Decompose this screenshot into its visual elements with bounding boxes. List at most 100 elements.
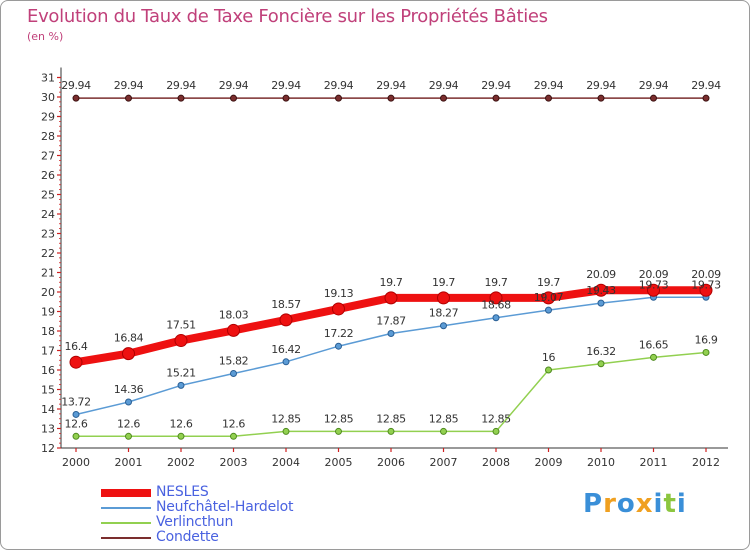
data-point-condette [177, 94, 185, 102]
data-point-nesles [174, 334, 188, 348]
data-label-nesles: 20.09 [691, 268, 721, 281]
data-label-nesles: 20.09 [639, 268, 669, 281]
data-point-condette [702, 94, 710, 102]
data-label-condette: 29.94 [429, 79, 459, 92]
data-point-nesles [647, 283, 660, 297]
x-tick-label: 2008 [482, 456, 510, 469]
x-tick-label: 2010 [587, 456, 615, 469]
data-point-nesles [279, 313, 293, 327]
data-point-neufchatel-hardelot [545, 306, 552, 314]
data-label-neufchatel-hardelot: 13.72 [61, 395, 91, 408]
logo-letter: t [663, 489, 677, 519]
data-point-condette [72, 94, 80, 102]
data-label-nesles: 20.09 [586, 268, 616, 281]
data-label-verlincthun: 16.9 [695, 333, 718, 346]
data-label-nesles: 16.84 [114, 332, 144, 345]
y-tick-label: 27 [41, 150, 55, 163]
data-label-neufchatel-hardelot: 15.82 [219, 355, 249, 368]
y-tick-label: 24 [41, 208, 55, 221]
data-point-verlincthun [597, 360, 605, 368]
y-tick-label: 21 [41, 267, 55, 280]
data-point-verlincthun [282, 427, 290, 435]
y-tick-label: 29 [41, 111, 55, 124]
y-tick-label: 22 [41, 247, 55, 260]
legend-label-verlincthun: Verlincthun [156, 514, 234, 530]
data-label-condette: 29.94 [534, 79, 564, 92]
y-tick-label: 26 [41, 169, 55, 182]
y-tick-label: 20 [41, 286, 55, 299]
x-tick-label: 2012 [692, 456, 720, 469]
data-labels: 29.94 29.94 29.94 29.94 29.94 29.94 29.94 29.94… [61, 79, 721, 430]
data-point-verlincthun [72, 432, 80, 440]
data-point-verlincthun [702, 348, 710, 356]
y-tick-label: 17 [41, 345, 55, 358]
x-tick-label: 2005 [325, 456, 353, 469]
data-label-neufchatel-hardelot: 19.73 [691, 278, 721, 291]
data-point-condette [282, 94, 290, 102]
data-point-neufchatel-hardelot [492, 314, 500, 322]
y-tick-label: 30 [41, 91, 55, 104]
legend-label-neufchatel: Neufchâtel-Hardelot [156, 499, 294, 515]
data-point-nesles [489, 291, 503, 305]
data-point-nesles [227, 323, 240, 337]
data-point-condette [492, 94, 500, 102]
data-label-nesles: 19.7 [485, 276, 508, 289]
x-tick-label: 2000 [62, 456, 90, 469]
y-tick-label: 13 [41, 423, 55, 436]
data-point-condette [387, 94, 395, 102]
data-label-verlincthun: 12.85 [376, 412, 406, 425]
x-tick-label: 2007 [430, 456, 458, 469]
data-label-neufchatel-hardelot: 18.27 [429, 307, 459, 320]
x-tick-label: 2004 [272, 456, 300, 469]
data-point-nesles [437, 291, 450, 305]
data-point-condette [125, 94, 132, 102]
axes: 12 13 14 15 16 17 18 19 20 21 22 23 24 25 26 27 28 29 30 31… [41, 67, 728, 469]
y-tick-label: 16 [41, 364, 55, 377]
logo-letter: x [635, 489, 654, 519]
data-label-verlincthun: 12.85 [271, 412, 301, 425]
data-point-neufchatel-hardelot [177, 381, 185, 389]
data-label-nesles: 18.57 [271, 298, 301, 311]
data-point-neufchatel-hardelot [125, 398, 132, 406]
data-point-nesles [384, 291, 398, 305]
data-label-condette: 29.94 [61, 79, 91, 92]
data-label-condette: 29.94 [114, 79, 144, 92]
data-label-neufchatel-hardelot: 19.07 [534, 291, 564, 304]
data-label-condette: 29.94 [166, 79, 196, 92]
data-label-verlincthun: 12.85 [324, 412, 354, 425]
data-label-nesles: 19.7 [432, 276, 455, 289]
data-label-verlincthun: 12.6 [65, 417, 88, 430]
y-tick-label: 25 [41, 189, 55, 202]
data-point-neufchatel-hardelot [597, 299, 605, 307]
data-label-nesles: 19.7 [380, 276, 403, 289]
data-point-neufchatel-hardelot [335, 342, 342, 350]
data-label-neufchatel-hardelot: 14.36 [114, 383, 144, 396]
data-label-neufchatel-hardelot: 17.87 [376, 315, 406, 328]
data-point-neufchatel-hardelot [387, 330, 395, 338]
data-label-verlincthun: 16.65 [639, 338, 669, 351]
legend-swatch-condette [101, 537, 151, 539]
data-label-nesles: 16.4 [65, 340, 88, 353]
data-point-nesles [69, 355, 83, 369]
y-tick-label: 31 [41, 72, 55, 85]
data-label-nesles: 19.13 [324, 287, 354, 300]
data-point-condette [230, 94, 237, 102]
data-point-neufchatel-hardelot [282, 358, 290, 366]
legend-swatch-neufchatel [101, 507, 151, 509]
x-tick-label: 2009 [535, 456, 563, 469]
data-point-verlincthun [125, 432, 132, 440]
data-label-condette: 29.94 [691, 79, 721, 92]
data-label-nesles: 18.03 [219, 308, 249, 321]
series-layer [69, 94, 713, 440]
y-tick-label: 18 [41, 325, 55, 338]
data-label-verlincthun: 12.6 [222, 417, 245, 430]
y-tick-label: 14 [41, 403, 55, 416]
logo-letter: i [653, 489, 664, 519]
data-point-condette [440, 94, 447, 102]
x-tick-label: 2001 [115, 456, 143, 469]
data-label-neufchatel-hardelot: 15.21 [166, 366, 196, 379]
data-point-nesles [332, 302, 345, 316]
data-point-verlincthun [650, 353, 657, 361]
